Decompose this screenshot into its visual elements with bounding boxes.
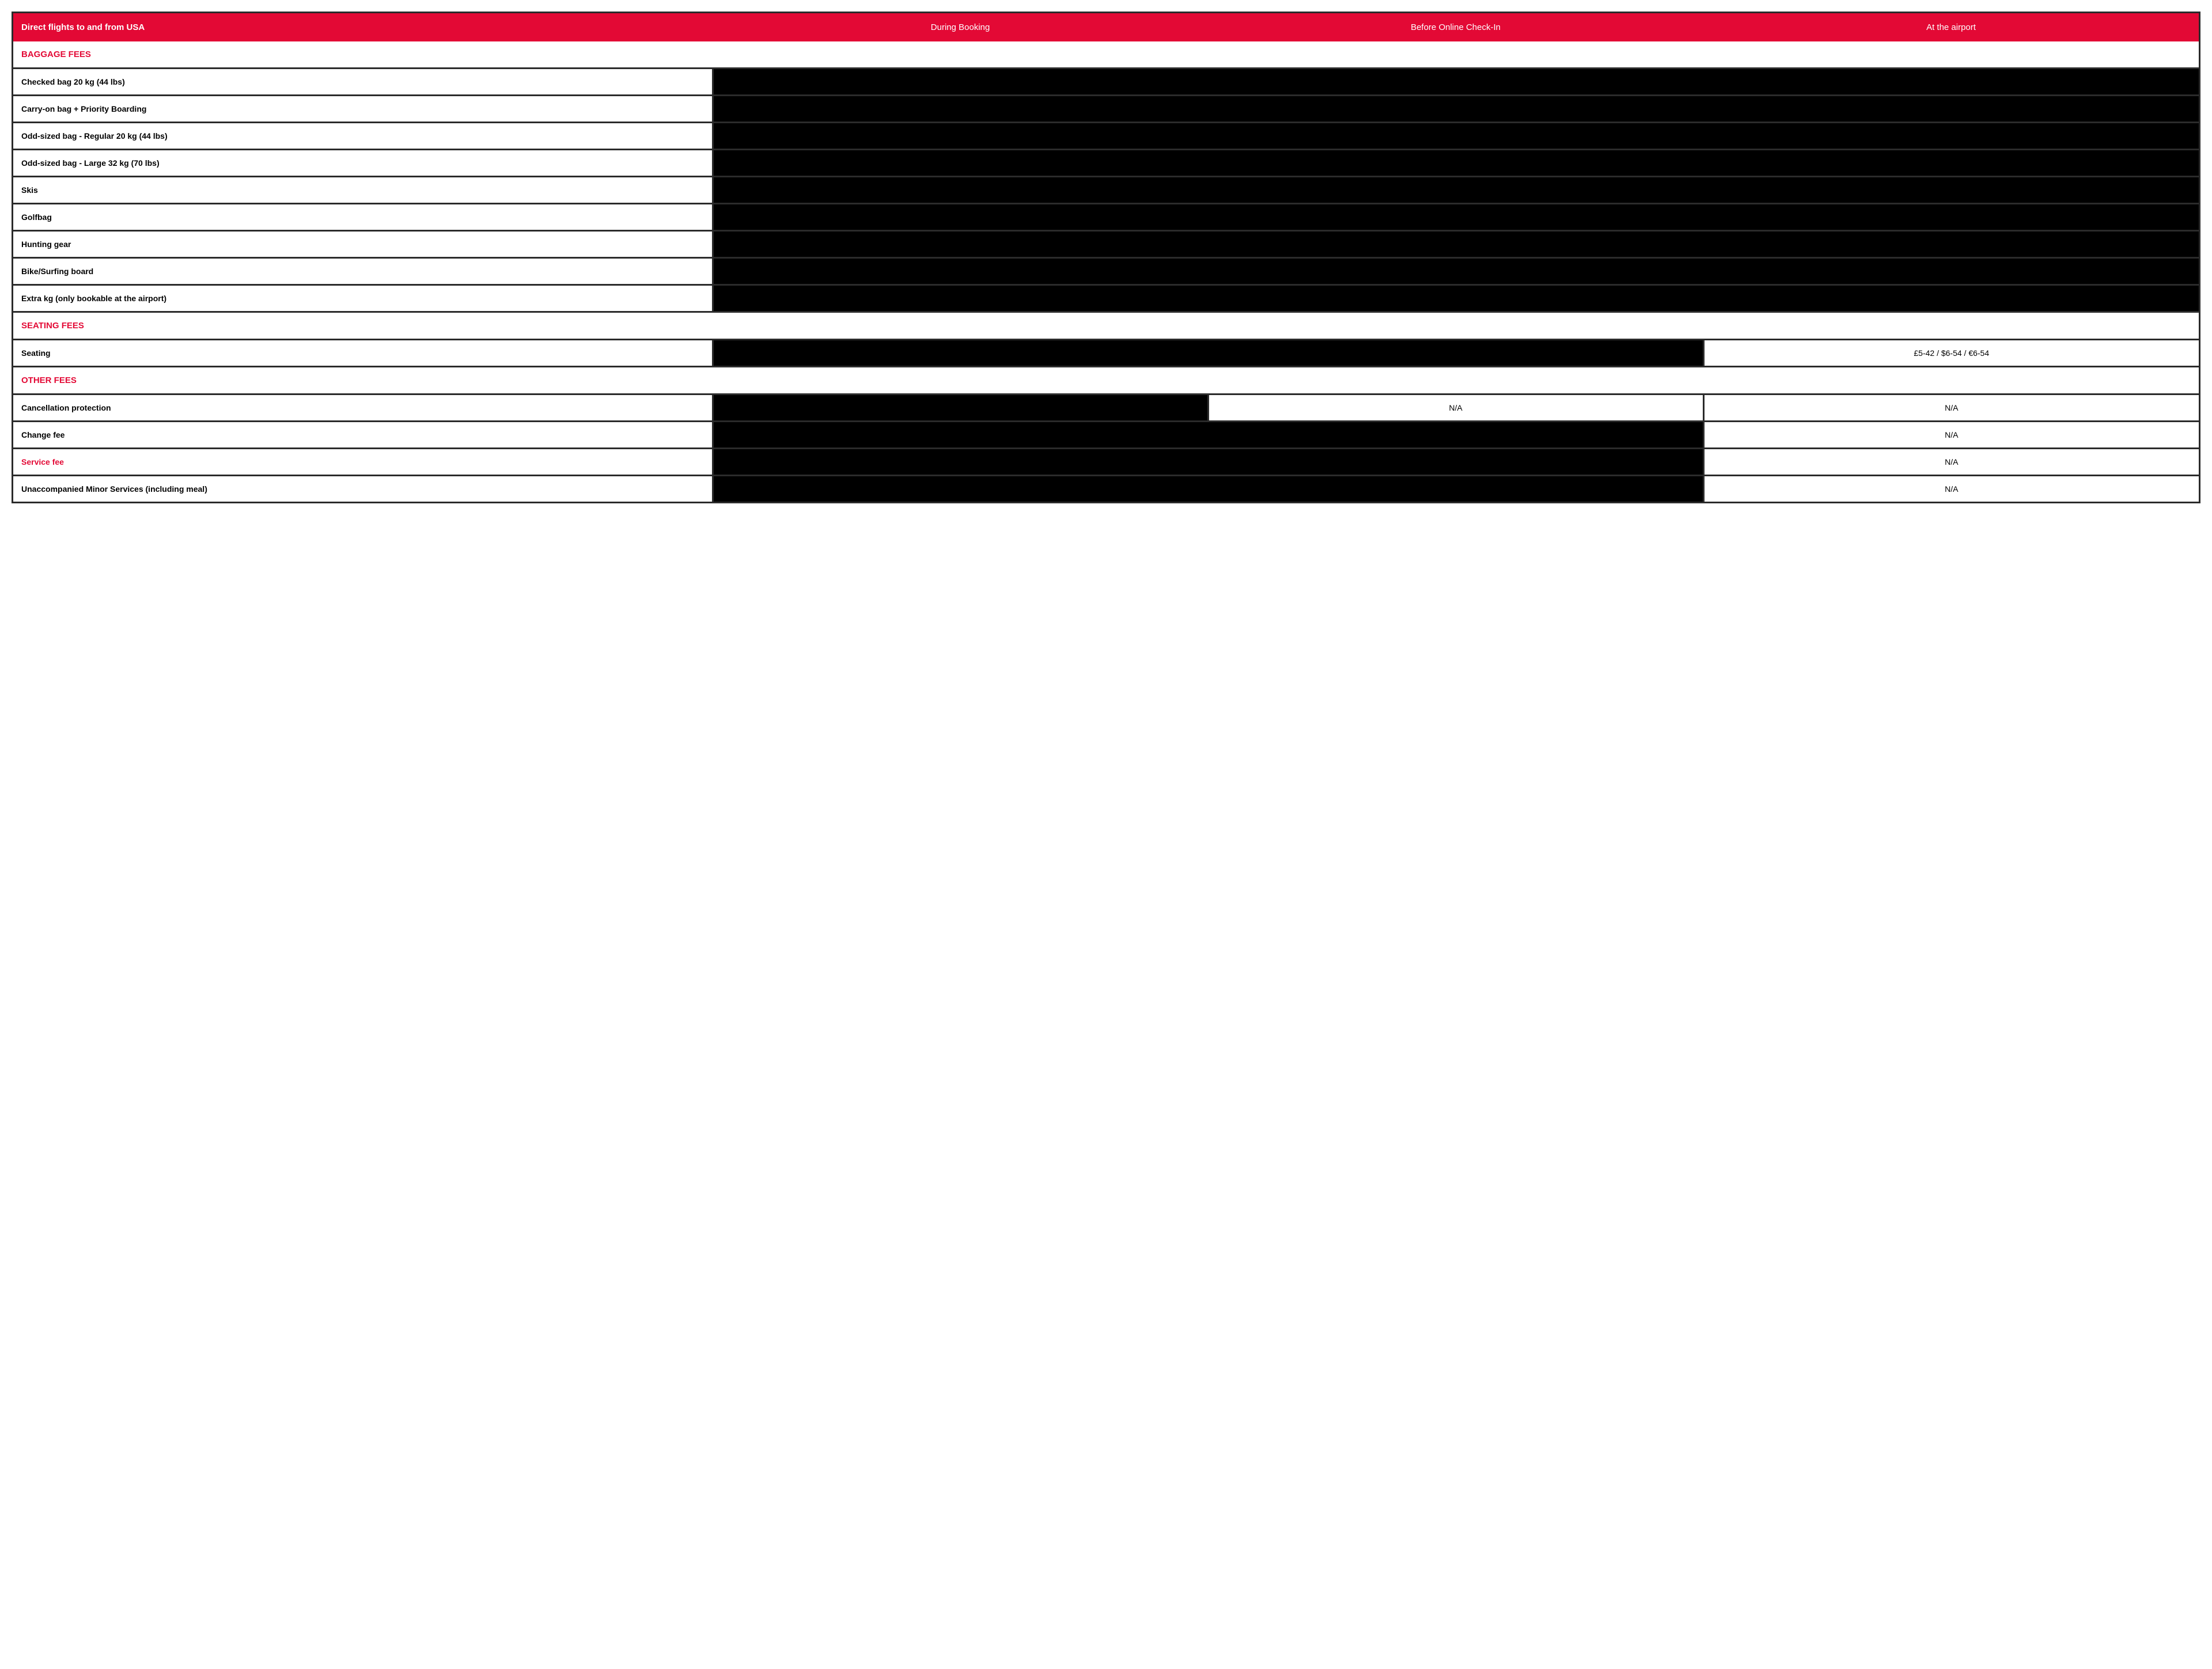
- blackout-cell: [713, 123, 2199, 150]
- cell-na: N/A: [1703, 449, 2199, 476]
- row-skis: Skis: [13, 177, 2199, 204]
- fees-table: Direct flights to and from USA During Bo…: [13, 13, 2199, 502]
- section-seating-label: SEATING FEES: [13, 312, 2199, 340]
- header-col-checkin: Before Online Check-In: [1208, 13, 1703, 41]
- blackout-cell: [713, 285, 2199, 312]
- row-service-fee: Service fee N/A: [13, 449, 2199, 476]
- blackout-cell: [713, 258, 2199, 285]
- section-baggage: BAGGAGE FEES: [13, 41, 2199, 69]
- row-label: Unaccompanied Minor Services (including …: [13, 476, 713, 502]
- row-hunting: Hunting gear: [13, 231, 2199, 258]
- cell-na: N/A: [1703, 476, 2199, 502]
- row-label: Cancellation protection: [13, 395, 713, 422]
- blackout-cell: [713, 204, 2199, 231]
- row-extra-kg: Extra kg (only bookable at the airport): [13, 285, 2199, 312]
- row-golfbag: Golfbag: [13, 204, 2199, 231]
- blackout-cell: [713, 449, 1703, 476]
- row-cancellation: Cancellation protection N/A N/A: [13, 395, 2199, 422]
- section-other-label: OTHER FEES: [13, 367, 2199, 395]
- section-baggage-label: BAGGAGE FEES: [13, 41, 2199, 69]
- row-label: Service fee: [13, 449, 713, 476]
- row-seating: Seating £5-42 / $6-54 / €6-54: [13, 340, 2199, 367]
- cell-na: N/A: [1208, 395, 1703, 422]
- row-label: Carry-on bag + Priority Boarding: [13, 96, 713, 123]
- blackout-cell: [713, 422, 1703, 449]
- blackout-cell: [713, 340, 1703, 367]
- header-col-airport: At the airport: [1703, 13, 2199, 41]
- section-seating: SEATING FEES: [13, 312, 2199, 340]
- row-label: Odd-sized bag - Regular 20 kg (44 lbs): [13, 123, 713, 150]
- seating-airport-price: £5-42 / $6-54 / €6-54: [1703, 340, 2199, 367]
- row-label: Seating: [13, 340, 713, 367]
- blackout-cell: [713, 476, 1703, 502]
- header-title: Direct flights to and from USA: [13, 13, 713, 41]
- blackout-cell: [713, 96, 2199, 123]
- row-odd-regular: Odd-sized bag - Regular 20 kg (44 lbs): [13, 123, 2199, 150]
- blackout-cell: [713, 69, 2199, 96]
- table-header: Direct flights to and from USA During Bo…: [13, 13, 2199, 41]
- row-label: Odd-sized bag - Large 32 kg (70 lbs): [13, 150, 713, 177]
- header-col-booking: During Booking: [713, 13, 1208, 41]
- row-label: Skis: [13, 177, 713, 204]
- row-label: Bike/Surfing board: [13, 258, 713, 285]
- row-label: Golfbag: [13, 204, 713, 231]
- row-odd-large: Odd-sized bag - Large 32 kg (70 lbs): [13, 150, 2199, 177]
- blackout-cell: [713, 231, 2199, 258]
- cell-na: N/A: [1703, 395, 2199, 422]
- row-label: Change fee: [13, 422, 713, 449]
- row-label: Extra kg (only bookable at the airport): [13, 285, 713, 312]
- blackout-cell: [713, 395, 1208, 422]
- row-label: Checked bag 20 kg (44 lbs): [13, 69, 713, 96]
- blackout-cell: [713, 177, 2199, 204]
- blackout-cell: [713, 150, 2199, 177]
- row-carryon: Carry-on bag + Priority Boarding: [13, 96, 2199, 123]
- row-unaccompanied: Unaccompanied Minor Services (including …: [13, 476, 2199, 502]
- fees-table-wrapper: Direct flights to and from USA During Bo…: [12, 12, 2200, 503]
- section-other: OTHER FEES: [13, 367, 2199, 395]
- row-change-fee: Change fee N/A: [13, 422, 2199, 449]
- cell-na: N/A: [1703, 422, 2199, 449]
- row-bike: Bike/Surfing board: [13, 258, 2199, 285]
- row-checked-bag: Checked bag 20 kg (44 lbs): [13, 69, 2199, 96]
- row-label: Hunting gear: [13, 231, 713, 258]
